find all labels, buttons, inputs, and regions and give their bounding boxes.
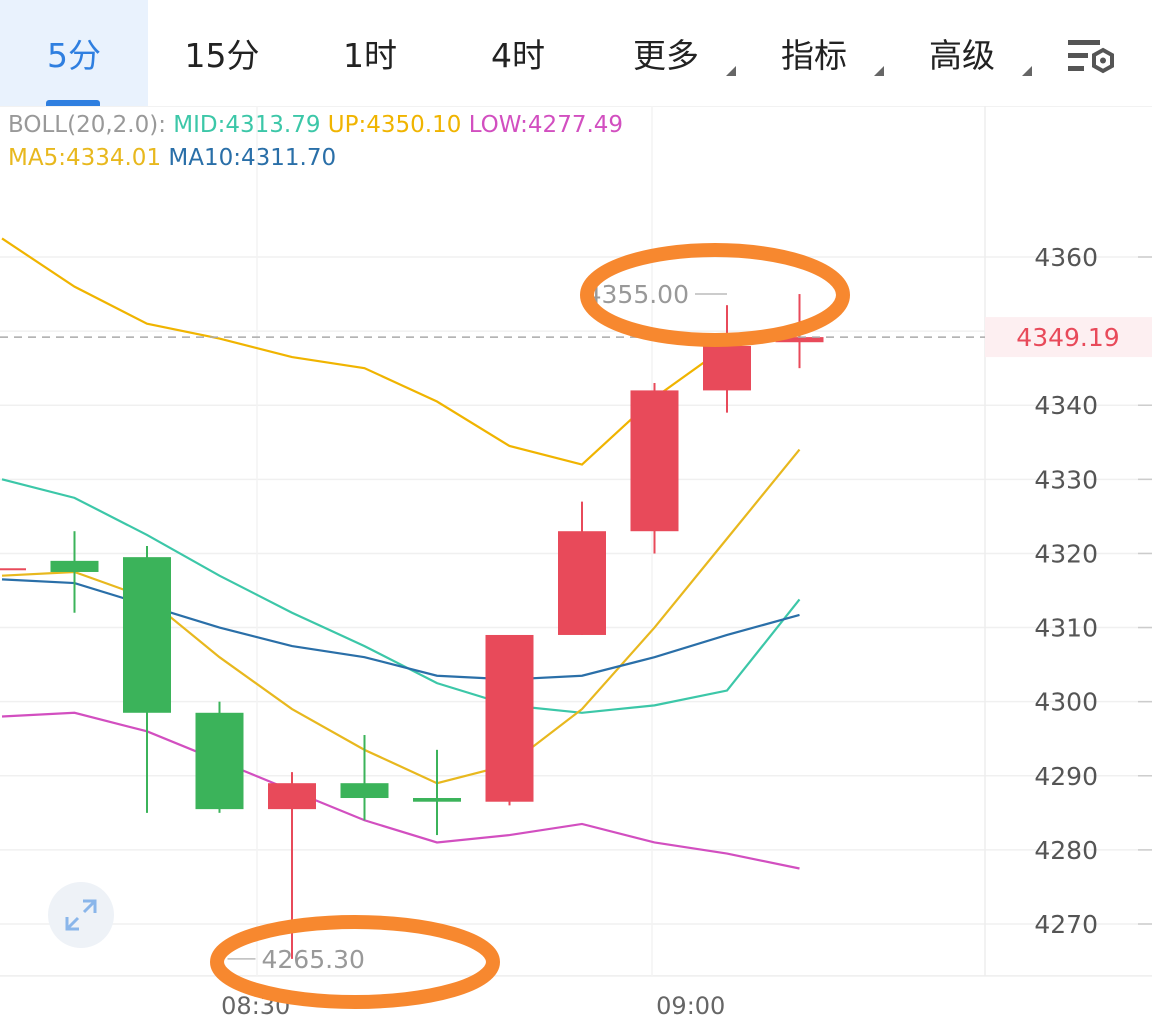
tab-0[interactable]: 5分 bbox=[0, 0, 148, 106]
tab-label: 指标 bbox=[781, 36, 847, 75]
candle-body bbox=[485, 634, 534, 802]
candle-body bbox=[558, 531, 606, 635]
x-tick-label: 09:00 bbox=[656, 992, 725, 1020]
tab-5[interactable]: 指标 bbox=[740, 0, 888, 106]
tab-label: 更多 bbox=[633, 36, 699, 75]
ma5-value: MA5:4334.01 bbox=[8, 145, 162, 171]
dropdown-triangle-icon bbox=[726, 66, 736, 76]
candle-body bbox=[268, 783, 316, 810]
y-tick-label: 4280 bbox=[1034, 836, 1098, 865]
expand-icon bbox=[65, 899, 97, 931]
tab-label: 15分 bbox=[184, 36, 260, 75]
current-price-badge bbox=[985, 317, 1152, 358]
y-tick-label: 4360 bbox=[1034, 243, 1098, 272]
timeframe-tabs: 5分 15分 1时 4时 更多 指标 高级 bbox=[0, 0, 1152, 106]
tab-label: 5分 bbox=[47, 36, 101, 75]
chart-settings-icon[interactable] bbox=[1066, 36, 1118, 78]
tab-2[interactable]: 1时 bbox=[296, 0, 444, 106]
y-tick-label: 4330 bbox=[1034, 465, 1098, 494]
boll-low: LOW:4277.49 bbox=[468, 112, 624, 138]
boll-up: UP:4350.10 bbox=[327, 112, 462, 138]
y-tick-label: 4270 bbox=[1034, 910, 1098, 939]
tab-3[interactable]: 4时 bbox=[444, 0, 592, 106]
ma-legend: MA5:4334.01 MA10:4311.70 bbox=[8, 145, 336, 171]
ma10-value: MA10:4311.70 bbox=[168, 145, 337, 171]
y-tick-label: 4340 bbox=[1034, 391, 1098, 420]
candlestick-chart[interactable]: 4360 4340 4330 4320 4310 4300 4290 4280 4270 4349… bbox=[0, 106, 1152, 1024]
highlight-ellipse-max bbox=[580, 243, 850, 347]
candle-body bbox=[50, 560, 99, 572]
boll-prefix: BOLL(20,2.0): bbox=[8, 112, 166, 138]
y-tick-label: 4320 bbox=[1034, 539, 1098, 568]
current-price-label: 4349.19 bbox=[1016, 323, 1119, 352]
series-line-mid bbox=[1, 478, 801, 714]
tab-label: 1时 bbox=[343, 36, 397, 75]
y-tick-label: 4310 bbox=[1034, 614, 1098, 643]
candle-body bbox=[0, 568, 26, 571]
tab-4[interactable]: 更多 bbox=[592, 0, 740, 106]
candle-body bbox=[630, 390, 679, 532]
boll-legend: BOLL(20,2.0): MID:4313.79 UP:4350.10 LOW… bbox=[8, 112, 623, 138]
series-line-low bbox=[1, 711, 800, 870]
candle-body bbox=[413, 798, 461, 802]
candle-body bbox=[775, 337, 824, 343]
boll-mid: MID:4313.79 bbox=[173, 112, 321, 138]
series-line-ma5 bbox=[1, 448, 801, 785]
tab-label: 4时 bbox=[491, 36, 545, 75]
tab-1[interactable]: 15分 bbox=[148, 0, 296, 106]
tab-label: 高级 bbox=[929, 36, 995, 75]
y-tick-label: 4290 bbox=[1034, 762, 1098, 791]
max-marker-label: 4355.00 bbox=[586, 280, 689, 309]
highlight-ellipse-min bbox=[210, 915, 500, 1009]
candle-body bbox=[123, 557, 171, 713]
dropdown-triangle-icon bbox=[1022, 66, 1032, 76]
candle-body bbox=[703, 345, 751, 391]
dropdown-triangle-icon bbox=[874, 66, 884, 76]
series-line-up bbox=[1, 237, 800, 466]
tab-6[interactable]: 高级 bbox=[888, 0, 1036, 106]
candle-body bbox=[340, 783, 389, 799]
min-marker-label: 4265.30 bbox=[262, 945, 365, 974]
y-tick-label: 4300 bbox=[1034, 688, 1098, 717]
candle-body bbox=[195, 712, 244, 810]
fullscreen-button[interactable] bbox=[48, 882, 114, 948]
